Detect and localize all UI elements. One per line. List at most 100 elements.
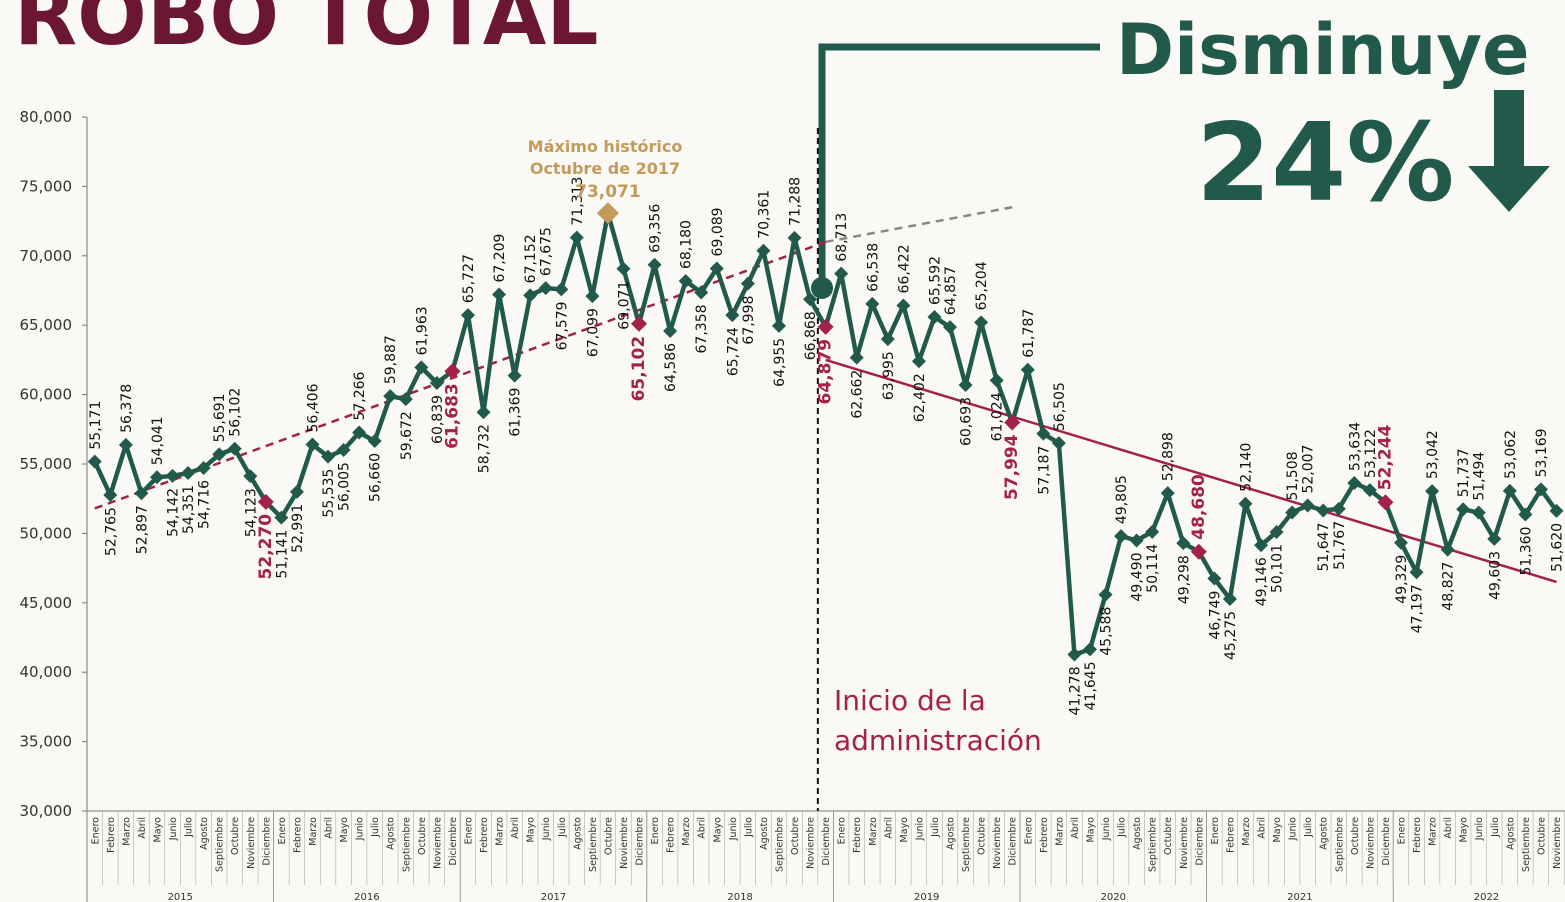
x-tick-label: Junio bbox=[1474, 817, 1485, 841]
value-label: 49,146 bbox=[1254, 557, 1270, 606]
x-tick-label: Agosto bbox=[946, 817, 957, 850]
value-label: 53,634 bbox=[1347, 422, 1363, 471]
value-label: 61,683 bbox=[442, 383, 462, 449]
x-tick-label: Febrero bbox=[1225, 817, 1236, 853]
x-tick-label: Septiembre bbox=[1334, 817, 1345, 872]
value-label: 56,102 bbox=[228, 388, 244, 437]
x-tick-label: Noviembre bbox=[246, 817, 257, 869]
x-tick-label: Abril bbox=[137, 817, 148, 839]
x-tick-label: Junio bbox=[914, 817, 925, 841]
value-label: 67,579 bbox=[554, 301, 570, 350]
value-label: 50,114 bbox=[1145, 544, 1161, 593]
value-label: 66,422 bbox=[896, 244, 912, 293]
x-tick-label: Octubre bbox=[603, 817, 614, 855]
chart-title: ROBO TOTAL bbox=[14, 0, 599, 64]
value-label: 65,102 bbox=[629, 336, 649, 402]
x-tick-label: Noviembre bbox=[432, 817, 443, 869]
x-tick-label: Agosto bbox=[1319, 817, 1330, 850]
value-label: 59,887 bbox=[383, 335, 399, 384]
x-tick-label: Marzo bbox=[495, 817, 506, 846]
value-label: 48,827 bbox=[1441, 562, 1457, 611]
value-label: 61,963 bbox=[414, 306, 430, 355]
value-label: 62,402 bbox=[912, 373, 928, 422]
x-tick-label: Marzo bbox=[1428, 817, 1439, 846]
x-tick-label: Junio bbox=[168, 817, 179, 841]
value-label: 52,007 bbox=[1301, 445, 1317, 494]
x-tick-label: Diciembre bbox=[635, 817, 646, 866]
x-tick-label: Julio bbox=[370, 817, 381, 838]
value-label: 67,099 bbox=[585, 308, 601, 357]
x-tick-label: Febrero bbox=[479, 817, 490, 853]
value-label: 67,675 bbox=[539, 227, 555, 276]
value-label: 69,071 bbox=[616, 281, 632, 330]
value-label: 45,275 bbox=[1223, 611, 1239, 660]
x-tick-label: Enero bbox=[650, 817, 661, 845]
value-label: 49,490 bbox=[1130, 552, 1146, 601]
value-label: 52,898 bbox=[1161, 432, 1177, 481]
y-tick-label: 35,000 bbox=[20, 733, 73, 751]
start-note: administración bbox=[834, 724, 1042, 757]
y-tick-label: 80,000 bbox=[20, 108, 73, 126]
x-tick-label: Noviembre bbox=[1179, 817, 1190, 869]
value-label: 53,042 bbox=[1425, 430, 1441, 479]
value-label: 70,361 bbox=[756, 190, 772, 239]
value-label: 52,244 bbox=[1375, 424, 1395, 490]
year-label: 2021 bbox=[1287, 892, 1312, 902]
value-label: 65,592 bbox=[927, 256, 943, 305]
value-label: 64,586 bbox=[663, 343, 679, 392]
value-label: 51,647 bbox=[1316, 523, 1332, 572]
x-tick-label: Enero bbox=[463, 817, 474, 845]
peak-note: Octubre de 2017 bbox=[530, 159, 680, 178]
value-label: 58,732 bbox=[477, 424, 493, 473]
value-label: 54,142 bbox=[166, 488, 182, 537]
value-label: 54,351 bbox=[181, 485, 197, 534]
value-label: 62,662 bbox=[850, 370, 866, 419]
x-tick-label: Junio bbox=[355, 817, 366, 841]
x-tick-label: Febrero bbox=[666, 817, 677, 853]
x-tick-label: Agosto bbox=[1505, 817, 1516, 850]
x-tick-label: Noviembre bbox=[1365, 817, 1376, 869]
value-label: 67,152 bbox=[523, 234, 539, 283]
chart: ROBO TOTAL Disminuye 24% Máximo históric… bbox=[0, 0, 1565, 902]
x-tick-label: Noviembre bbox=[806, 817, 817, 869]
x-tick-label: Julio bbox=[1490, 817, 1501, 838]
y-tick-label: 60,000 bbox=[20, 386, 73, 404]
x-tick-label: Febrero bbox=[292, 817, 303, 853]
x-tick-label: Febrero bbox=[852, 817, 863, 853]
x-tick-label: Marzo bbox=[1241, 817, 1252, 846]
value-label: 48,680 bbox=[1189, 474, 1209, 540]
x-tick-label: Diciembre bbox=[1008, 817, 1019, 866]
value-label: 51,494 bbox=[1472, 452, 1488, 501]
value-label: 56,378 bbox=[119, 384, 135, 433]
x-tick-label: Abril bbox=[697, 817, 708, 839]
value-label: 51,767 bbox=[1332, 521, 1348, 570]
x-tick-label: Junio bbox=[541, 817, 552, 841]
value-label: 61,369 bbox=[508, 388, 524, 437]
x-tick-label: Enero bbox=[837, 817, 848, 845]
value-label: 52,270 bbox=[256, 514, 276, 580]
x-tick-label: Enero bbox=[1023, 817, 1034, 845]
value-label: 47,197 bbox=[1410, 584, 1426, 633]
value-label: 73,071 bbox=[575, 182, 641, 202]
x-tick-label: Diciembre bbox=[821, 817, 832, 866]
x-tick-label: Enero bbox=[277, 817, 288, 845]
x-tick-label: Agosto bbox=[759, 817, 770, 850]
x-tick-label: Mayo bbox=[712, 817, 723, 843]
x-tick-label: Mayo bbox=[339, 817, 350, 843]
x-tick-label: Agosto bbox=[386, 817, 397, 850]
x-tick-label: Diciembre bbox=[1381, 817, 1392, 866]
y-tick-label: 55,000 bbox=[20, 455, 73, 473]
value-label: 51,141 bbox=[274, 530, 290, 579]
value-label: 64,857 bbox=[943, 266, 959, 315]
year-label: 2022 bbox=[1474, 892, 1499, 902]
x-tick-label: Mayo bbox=[526, 817, 537, 843]
start-note: Inicio de la bbox=[834, 684, 986, 717]
value-label: 55,171 bbox=[88, 401, 104, 450]
year-label: 2019 bbox=[914, 892, 939, 902]
value-label: 61,024 bbox=[990, 392, 1006, 441]
value-label: 65,204 bbox=[974, 261, 990, 310]
x-tick-label: Junio bbox=[1288, 817, 1299, 841]
x-tick-label: Febrero bbox=[1412, 817, 1423, 853]
value-label: 69,089 bbox=[710, 207, 726, 256]
x-tick-label: Julio bbox=[1117, 817, 1128, 838]
